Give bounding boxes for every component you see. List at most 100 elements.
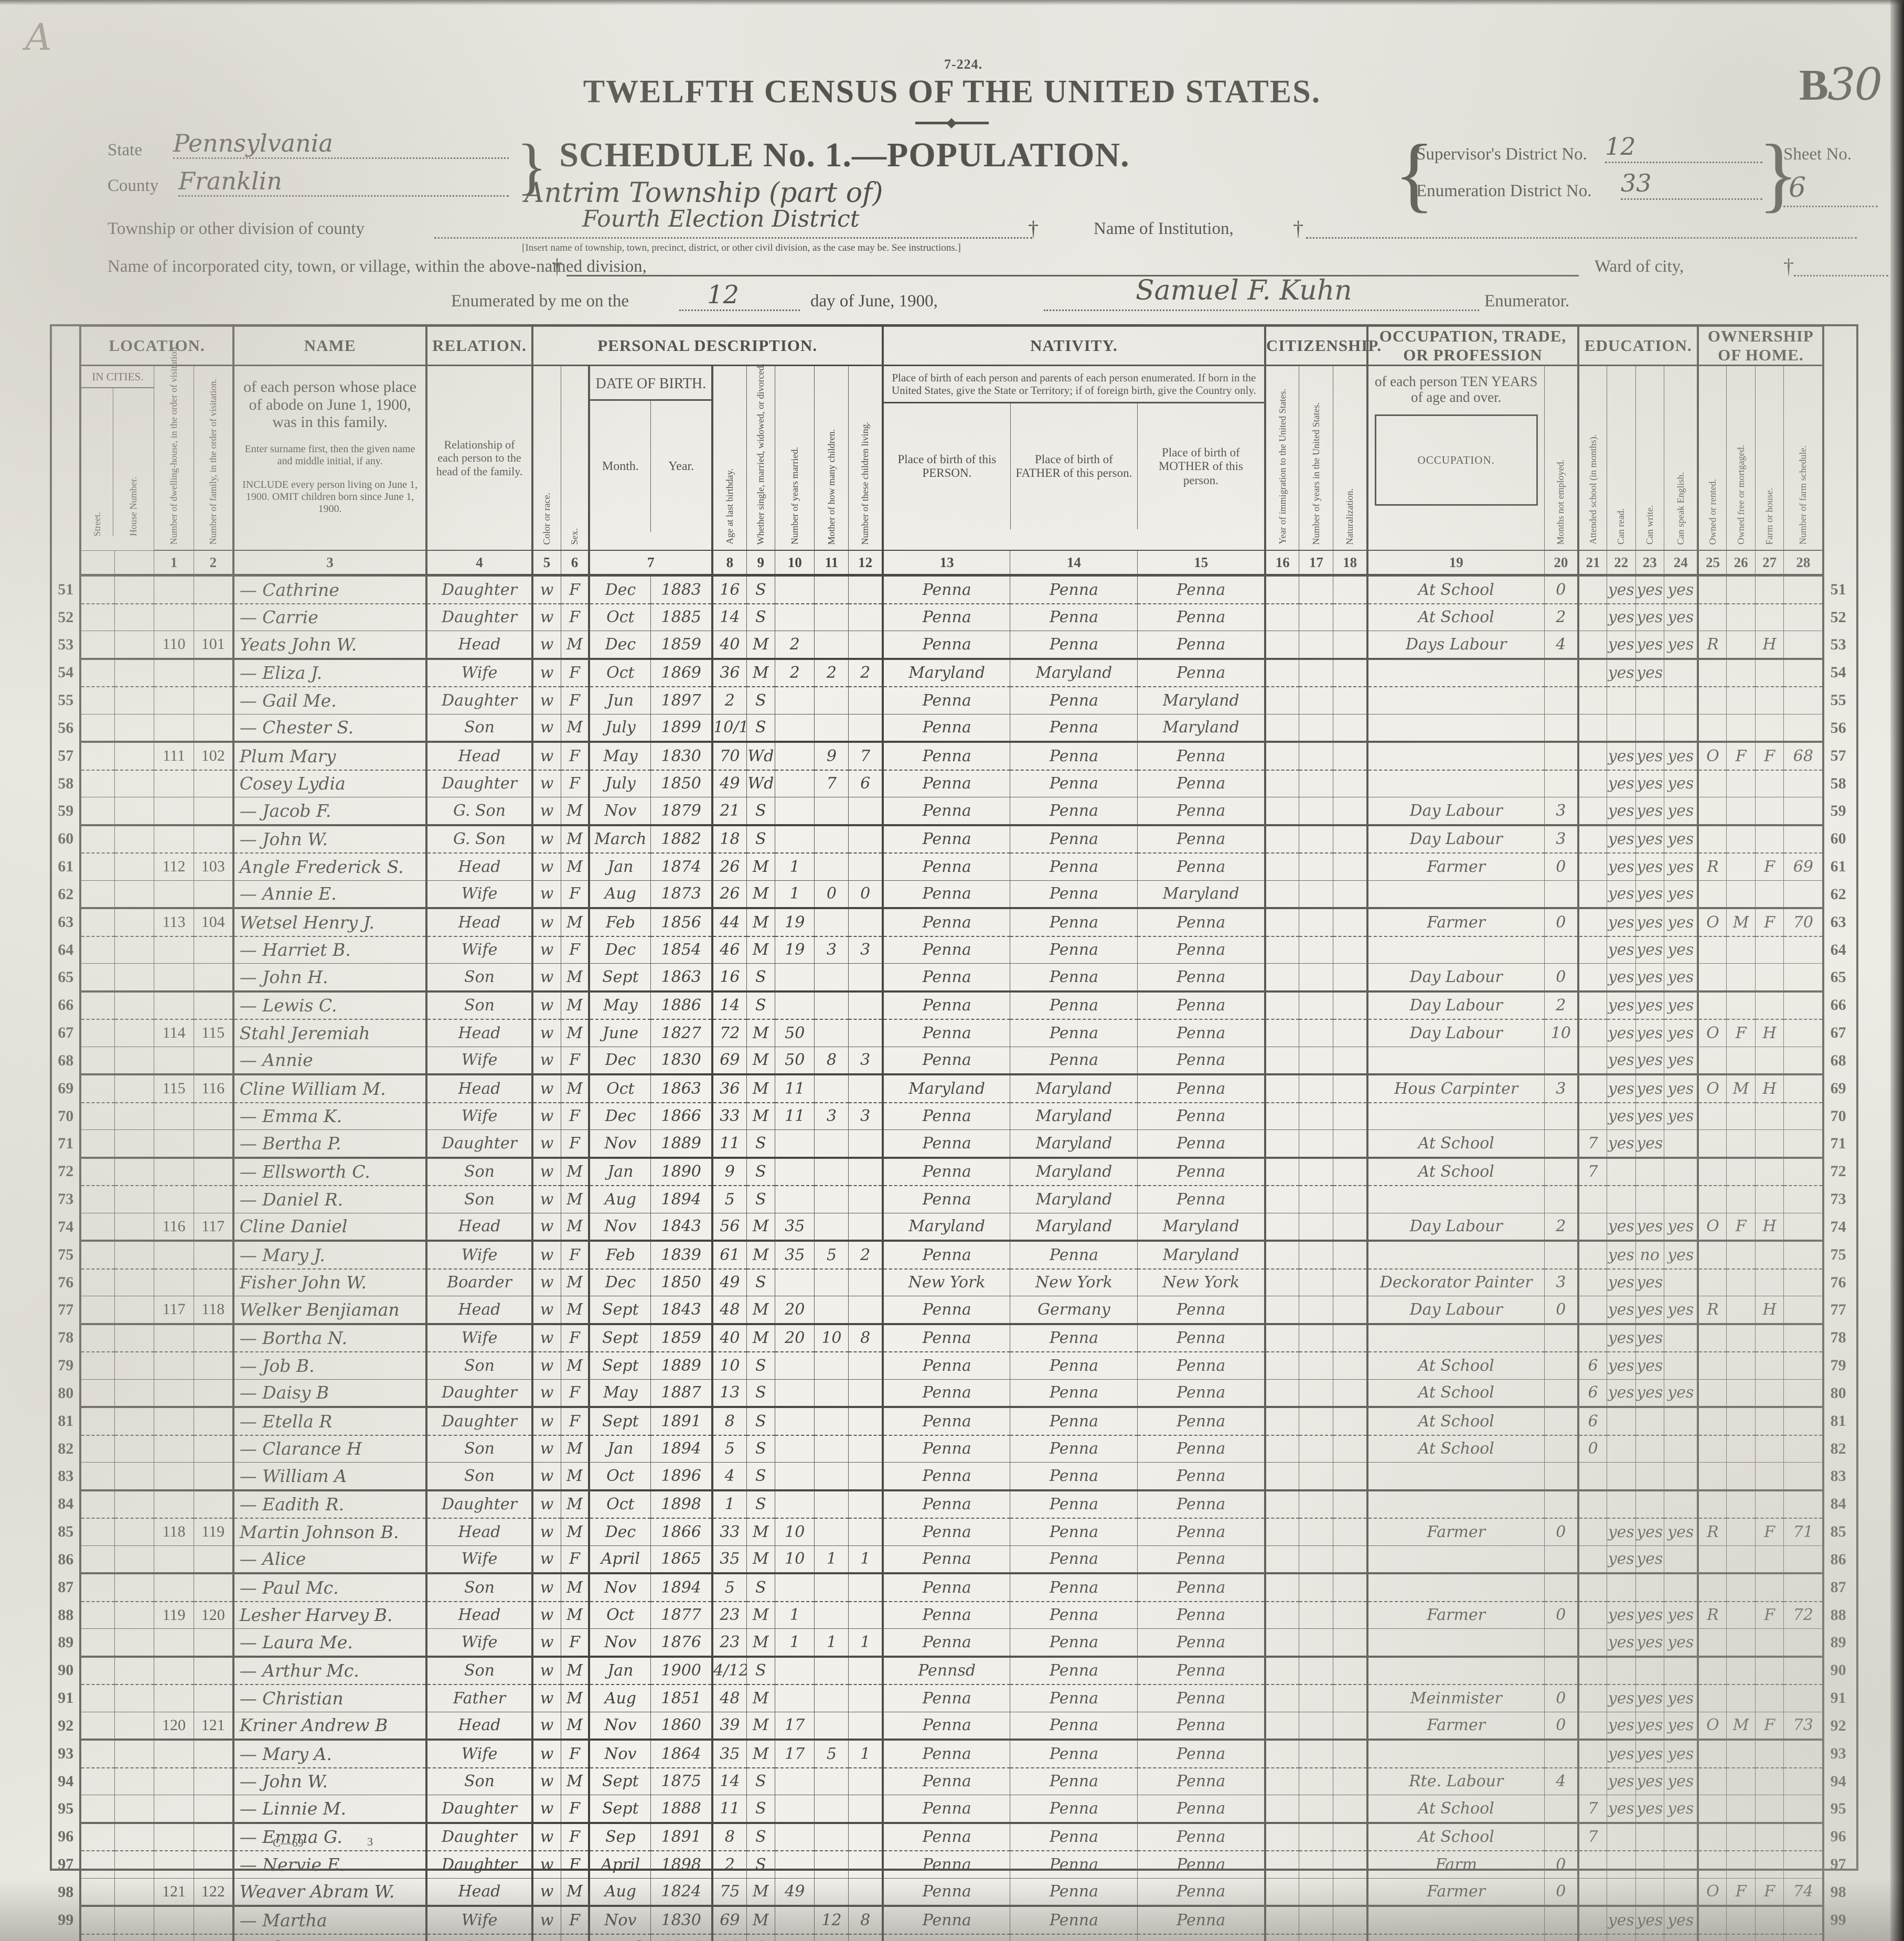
cell-write: yes bbox=[1635, 1268, 1664, 1296]
cell-school bbox=[1577, 1268, 1608, 1296]
cell-cl bbox=[848, 963, 883, 993]
owned-free-header: Owned free or mortgaged. bbox=[1726, 365, 1756, 551]
cell-eng bbox=[1663, 1878, 1698, 1907]
cell-rel: Head bbox=[425, 1878, 533, 1907]
cell-nat bbox=[1333, 1684, 1368, 1712]
enumerator-underline bbox=[1044, 310, 1479, 311]
cell-fh bbox=[1755, 963, 1784, 993]
row-number-right: 71 bbox=[1830, 1135, 1846, 1152]
cell-mc bbox=[814, 1212, 849, 1242]
cell-house-number bbox=[114, 1601, 155, 1629]
township-value-line2: Fourth Election District bbox=[582, 206, 860, 232]
cell-own bbox=[1697, 1767, 1727, 1795]
cell-ym: 1 bbox=[775, 1628, 815, 1658]
cell-sex: M bbox=[560, 1185, 590, 1213]
cell-mb: Maryland bbox=[1137, 686, 1266, 714]
cell-write: yes bbox=[1635, 852, 1664, 881]
cell-mo: Jan bbox=[588, 1656, 651, 1685]
cell-house-number bbox=[114, 1684, 155, 1712]
cell-mo: Nov bbox=[588, 1628, 651, 1658]
cell-ym bbox=[775, 686, 815, 714]
cell-own: R bbox=[1697, 1601, 1727, 1629]
cell-yus bbox=[1299, 1406, 1334, 1436]
cell-sex: M bbox=[560, 908, 590, 937]
table-row: 92 120 121 Kriner Andrew B Head w M Nov 1860 39 M 1… bbox=[52, 1711, 1852, 1741]
cell-name: — Alice bbox=[232, 1545, 427, 1574]
colnum-3: 3 bbox=[232, 550, 427, 577]
cell-mo: May bbox=[588, 1379, 651, 1408]
cell-name: — Jacob F. bbox=[232, 797, 427, 826]
cell-fh bbox=[1755, 1351, 1784, 1380]
cell-ms: S bbox=[746, 1129, 776, 1159]
row-number-left: 96 bbox=[58, 1828, 74, 1846]
cell-imm bbox=[1264, 1573, 1300, 1602]
table-row: 72— Ellsworth C. Son w M Jan 1890 9 S Penna Maryl… bbox=[52, 1157, 1852, 1186]
cell-ms: M bbox=[746, 631, 776, 660]
colnum-11: 11 bbox=[814, 550, 849, 577]
cell-yr: 1843 bbox=[650, 1212, 713, 1242]
cell-color: w bbox=[531, 991, 561, 1020]
cell-read: yes bbox=[1607, 1518, 1636, 1546]
cell-age: 69 bbox=[711, 1905, 747, 1935]
cell-fh: F bbox=[1755, 1601, 1784, 1629]
table-row: 57 111 102 Plum Mary Head w F May 1830 70 Wd 9 7 Penn… bbox=[52, 741, 1852, 771]
cell-read: yes bbox=[1607, 825, 1636, 854]
ward-underline bbox=[1794, 275, 1888, 276]
cell-name: — John W. bbox=[232, 1767, 427, 1795]
cell-school bbox=[1577, 603, 1608, 631]
row-number-left: 75 bbox=[58, 1245, 74, 1263]
cell-school bbox=[1577, 575, 1608, 604]
cell-fb: Maryland bbox=[1010, 1185, 1138, 1213]
cell-name: — Emma K. bbox=[232, 1102, 427, 1130]
cell-unemp: 0 bbox=[1544, 1711, 1579, 1741]
cell-mo: Nov bbox=[588, 1129, 651, 1159]
cell-color: w bbox=[531, 936, 561, 964]
cell-fh bbox=[1755, 1129, 1784, 1159]
cell-mc: 0 bbox=[814, 880, 849, 909]
cell-fam: 116 bbox=[193, 1074, 234, 1103]
cell-sex: F bbox=[560, 1046, 590, 1075]
cell-fs bbox=[1783, 1351, 1825, 1380]
cell-mo: Dec bbox=[588, 1518, 651, 1546]
cell-unemp bbox=[1544, 658, 1579, 687]
colnum-13: 13 bbox=[881, 550, 1011, 577]
cell-unemp: 4 bbox=[1544, 631, 1579, 660]
cell-own bbox=[1697, 963, 1727, 993]
cell-yus bbox=[1299, 1185, 1334, 1213]
cell-mc bbox=[814, 1684, 849, 1712]
cell-cl: 7 bbox=[848, 741, 883, 771]
cell-imm bbox=[1264, 1185, 1300, 1213]
age-label: Age at last birthday. bbox=[724, 468, 735, 545]
sex-header: Sex. bbox=[560, 365, 590, 551]
cell-yr: 1866 bbox=[650, 1518, 713, 1546]
cell-pb: Penna bbox=[881, 1129, 1011, 1159]
cell-write bbox=[1635, 686, 1664, 714]
cell-unemp: 2 bbox=[1544, 991, 1579, 1020]
cell-name: Kriner Andrew B bbox=[232, 1711, 427, 1741]
cell-fam bbox=[193, 1435, 234, 1463]
cell-name: — William A bbox=[232, 1462, 427, 1491]
cell-cl bbox=[848, 1795, 883, 1824]
cell-own bbox=[1697, 1739, 1727, 1768]
cell-house-number bbox=[114, 1019, 155, 1047]
cell-house-number bbox=[114, 1102, 155, 1130]
cell-yus bbox=[1299, 741, 1334, 771]
cell-eng bbox=[1663, 1822, 1698, 1851]
cell-street bbox=[79, 908, 115, 937]
cell-fh bbox=[1755, 1573, 1784, 1602]
cell-cl: 8 bbox=[848, 1324, 883, 1352]
cell-ms: S bbox=[746, 1185, 776, 1213]
cell-age: 26 bbox=[711, 880, 747, 909]
cell-ym bbox=[775, 1934, 815, 1941]
cell-yr: 1887 bbox=[650, 1379, 713, 1408]
cell-eng: yes bbox=[1663, 1212, 1698, 1242]
table-row: 85 118 119 Martin Johnson B. Head w M Dec 1866 33… bbox=[52, 1518, 1852, 1546]
cell-color: w bbox=[531, 1129, 561, 1159]
cell-imm bbox=[1264, 631, 1300, 660]
cell-write: yes bbox=[1635, 1628, 1664, 1658]
row-number-left: 90 bbox=[58, 1661, 74, 1679]
cell-ym bbox=[775, 575, 815, 604]
cell-imm bbox=[1264, 1212, 1300, 1242]
ward-value: † bbox=[1783, 254, 1794, 278]
cell-fb: Penna bbox=[1010, 1878, 1138, 1907]
